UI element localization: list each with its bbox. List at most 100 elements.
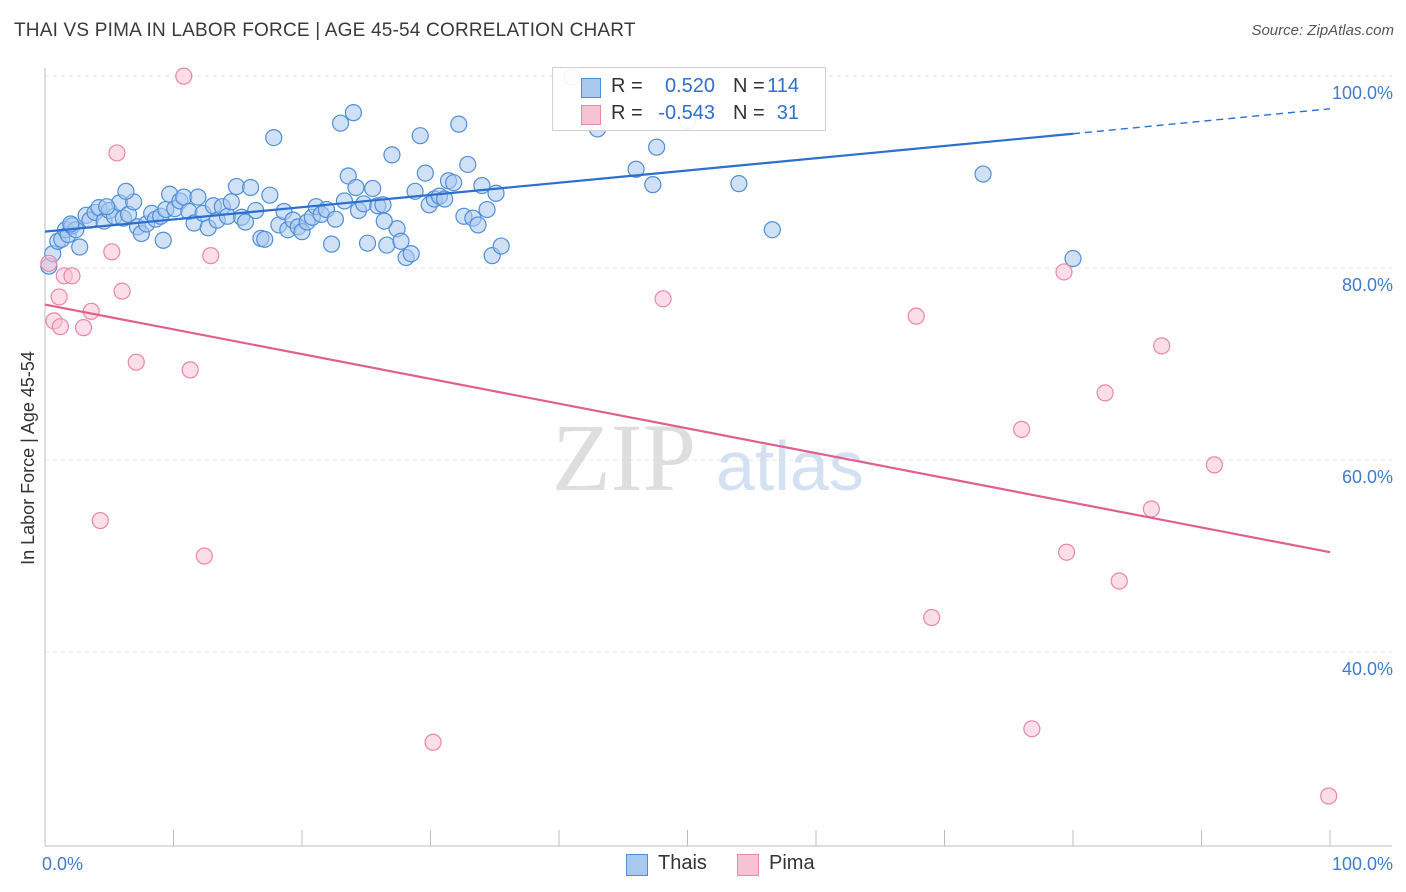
y-tick-label: 40.0% <box>1342 659 1393 679</box>
pima-point <box>1023 720 1041 738</box>
n-value: 114 <box>767 75 799 97</box>
thais-point <box>478 200 496 219</box>
thais-point <box>1064 249 1082 268</box>
thais-point <box>326 210 345 228</box>
thais-legend-label: Thais <box>658 852 707 874</box>
thais-point <box>322 235 341 253</box>
watermark-atlas: atlas <box>716 427 864 505</box>
pima-point <box>50 288 68 306</box>
thais-point <box>411 127 429 145</box>
thais-point <box>154 231 172 249</box>
thais-point <box>445 174 463 192</box>
thais-point <box>117 182 135 200</box>
thais-point <box>344 104 362 122</box>
y-axis-label: In Labor Force | Age 45-54 <box>18 351 38 565</box>
thais-point <box>256 230 274 248</box>
pima-legend-swatch <box>737 854 759 876</box>
thais-point <box>644 176 662 194</box>
thais-point <box>364 179 382 198</box>
r-label: R = <box>611 75 643 97</box>
r-value: -0.543 <box>658 102 715 124</box>
pima-point <box>1055 263 1073 281</box>
pima-point <box>907 307 925 325</box>
thais-point <box>383 146 401 164</box>
pima-point <box>103 243 121 261</box>
thais-trend-extension <box>1072 108 1331 135</box>
pima-point <box>40 254 58 272</box>
thais-point <box>627 160 645 178</box>
thais-point <box>242 178 260 197</box>
watermark-zip: ZIP <box>552 404 696 511</box>
thais-point <box>730 175 748 193</box>
thais-point <box>265 128 283 147</box>
thais-point <box>98 198 116 216</box>
thais-point <box>335 192 354 210</box>
source-label: Source: ZipAtlas.com <box>1251 22 1394 39</box>
thais-point <box>71 238 89 256</box>
pima-point <box>654 290 672 308</box>
thais-point <box>392 232 410 250</box>
pima-point <box>127 353 145 371</box>
pima-legend-label: Pima <box>769 852 815 874</box>
thais-legend-swatch <box>626 854 648 876</box>
chart-title: THAI VS PIMA IN LABOR FORCE | AGE 45-54 … <box>14 20 636 41</box>
pima-swatch <box>581 105 601 125</box>
stats-legend: R = 0.520 N = 114 R = -0.543 N = 31 <box>552 67 826 131</box>
pima-point <box>51 318 70 336</box>
pima-point <box>1142 500 1160 518</box>
pima-point <box>1320 787 1338 805</box>
thais-point <box>974 165 992 183</box>
n-label: N = <box>733 75 765 97</box>
pima-point <box>74 319 93 337</box>
pima-point <box>63 267 81 285</box>
thais-point <box>648 138 666 156</box>
thais-point <box>416 164 434 182</box>
thais-point <box>402 245 420 263</box>
thais-point <box>492 237 510 255</box>
thais-point <box>347 178 365 197</box>
y-tick-label: 100.0% <box>1332 83 1393 103</box>
n-label: N = <box>733 102 765 124</box>
thais-point <box>261 186 279 204</box>
thais-point <box>222 193 240 211</box>
thais-point <box>469 216 487 234</box>
pima-point <box>1096 384 1114 402</box>
thais-point <box>358 234 377 252</box>
pima-point <box>202 247 220 265</box>
n-value: 31 <box>776 102 799 124</box>
y-tick-label: 80.0% <box>1342 275 1393 295</box>
thais-point <box>450 115 468 133</box>
pima-point <box>923 608 941 627</box>
tick-labels: 40.0% 60.0% 80.0% 100.0% 0.0% 100.0% <box>42 83 1393 874</box>
pima-point <box>1012 420 1031 438</box>
pima-point <box>1205 456 1223 474</box>
pima-point <box>108 144 126 162</box>
thais-point <box>189 188 207 206</box>
x-tick-label: 0.0% <box>42 854 83 874</box>
thais-point <box>763 221 781 239</box>
series-pima-points <box>40 67 1338 805</box>
pima-point <box>1110 572 1128 590</box>
pima-point <box>1153 337 1171 355</box>
pima-point <box>181 361 199 379</box>
gridlines <box>45 75 1392 653</box>
thais-trend-line <box>44 132 1074 233</box>
r-value: 0.520 <box>664 75 715 97</box>
pima-point <box>424 733 442 751</box>
thais-point <box>459 155 477 174</box>
pima-trend-line <box>44 303 1331 554</box>
watermark: ZIP atlas <box>552 404 864 511</box>
pima-point <box>91 511 109 530</box>
axes <box>44 68 1392 847</box>
r-label: R = <box>611 102 643 124</box>
legend-row-thais: R = 0.520 N = 114 <box>553 75 825 101</box>
trend-lines <box>44 108 1331 554</box>
pima-point <box>175 67 193 85</box>
thais-point <box>331 114 350 132</box>
pima-point <box>1057 543 1076 561</box>
pima-point <box>195 547 213 565</box>
legend-row-pima: R = -0.543 N = 31 <box>553 102 825 128</box>
thais-point <box>355 195 373 213</box>
thais-point <box>378 236 396 254</box>
